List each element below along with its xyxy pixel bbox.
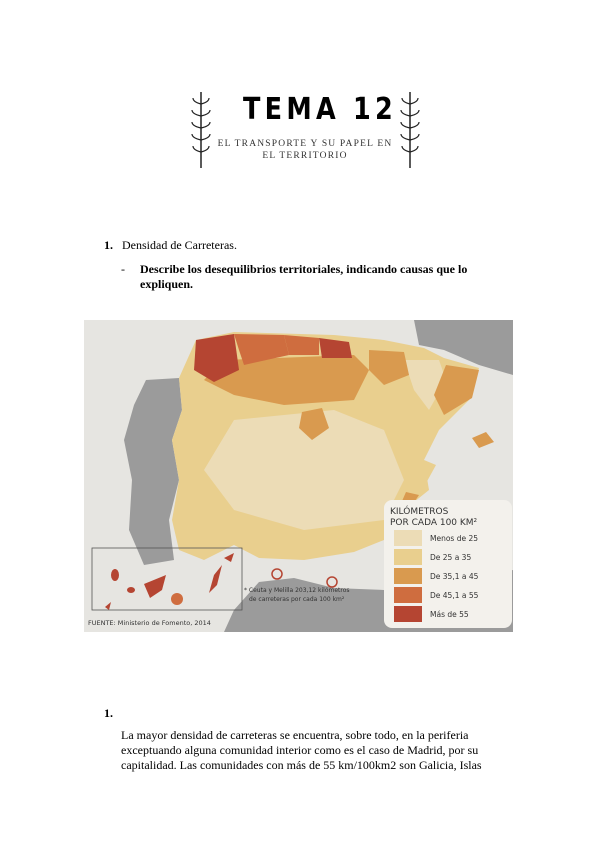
legend-label: Más de 55 xyxy=(430,610,469,619)
legend-label: De 35,1 a 45 xyxy=(430,572,479,581)
map-note-line-1: * Ceuta y Melilla 203,12 kilómetros xyxy=(244,587,350,594)
prompt-text: Describe los desequilibrios territoriale… xyxy=(140,262,468,291)
legend-label: Menos de 25 xyxy=(430,534,478,543)
region-asturias xyxy=(234,334,289,365)
legend-swatch xyxy=(394,568,422,584)
legend-title-line-1: KILÓMETROS xyxy=(390,505,449,517)
road-density-map: * Ceuta y Melilla 203,12 kilómetros de c… xyxy=(84,320,513,632)
laurel-sprig-left-icon xyxy=(191,92,211,168)
region-navarra-rioja xyxy=(369,350,409,385)
region-galicia xyxy=(194,334,239,382)
page-title: TEMA 12 xyxy=(243,92,398,127)
region-cantabria xyxy=(284,335,319,355)
question-title: Densidad de Carreteras. xyxy=(122,238,237,252)
map-source: FUENTE: Ministerio de Fomento, 2014 xyxy=(88,619,211,627)
legend-swatch xyxy=(394,549,422,565)
question-prompt: - Describe los desequilibrios territorial… xyxy=(121,262,501,292)
answer-text: La mayor densidad de carreteras se encue… xyxy=(121,728,482,772)
legend-swatch xyxy=(394,606,422,622)
canarias-islands xyxy=(105,553,234,610)
ceuta-marker xyxy=(271,568,283,580)
map-note-line-2: de carreteras por cada 100 km² xyxy=(249,596,345,603)
question-heading: 1. Densidad de Carreteras. xyxy=(104,238,237,253)
legend-swatch xyxy=(394,587,422,603)
bullet-dash: - xyxy=(121,262,125,276)
region-madrid xyxy=(299,408,329,440)
legend-swatch xyxy=(394,530,422,546)
melilla-marker xyxy=(326,576,338,588)
portugal-landmass xyxy=(124,378,182,565)
region-cataluna xyxy=(434,365,479,415)
region-pais-vasco xyxy=(319,338,352,358)
legend-label: De 45,1 a 55 xyxy=(430,591,479,600)
canarias-inset-frame xyxy=(91,547,243,611)
laurel-sprig-right-icon xyxy=(400,92,420,168)
question-number: 1. xyxy=(104,238,113,252)
region-castilla-leon xyxy=(204,355,369,405)
region-menos-25 xyxy=(204,410,404,530)
answer-number: 1. xyxy=(104,706,113,720)
legend-title-line-2: POR CADA 100 KM² xyxy=(390,518,478,528)
france-landmass xyxy=(414,320,513,375)
page-subtitle: EL TRANSPORTE Y SU PAPEL EN EL TERRITORI… xyxy=(217,139,393,161)
region-baleares xyxy=(472,432,494,448)
legend-label: De 25 a 35 xyxy=(430,553,471,562)
